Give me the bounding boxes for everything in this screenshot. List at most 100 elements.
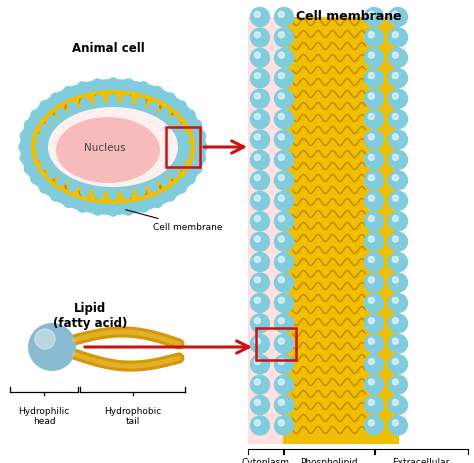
Circle shape — [389, 294, 408, 313]
Circle shape — [389, 375, 408, 394]
Circle shape — [250, 49, 270, 68]
Circle shape — [160, 177, 169, 186]
Circle shape — [250, 416, 270, 435]
Bar — [248, 18, 296, 444]
Circle shape — [123, 80, 134, 90]
Circle shape — [109, 95, 118, 104]
Circle shape — [78, 83, 88, 93]
Circle shape — [392, 114, 398, 120]
Circle shape — [389, 192, 408, 211]
Circle shape — [250, 314, 270, 333]
Circle shape — [254, 13, 260, 19]
Circle shape — [169, 170, 178, 179]
Circle shape — [365, 131, 383, 150]
Circle shape — [365, 416, 383, 435]
Circle shape — [392, 257, 398, 263]
Circle shape — [278, 379, 284, 385]
Text: Nucleus: Nucleus — [84, 143, 126, 153]
Circle shape — [108, 79, 118, 89]
Circle shape — [392, 420, 398, 426]
Circle shape — [365, 314, 383, 333]
Circle shape — [254, 216, 260, 222]
Ellipse shape — [43, 103, 183, 193]
Circle shape — [274, 131, 293, 150]
Circle shape — [169, 117, 178, 125]
Text: Lipid
(fatty acid): Lipid (fatty acid) — [53, 301, 127, 329]
Circle shape — [365, 253, 383, 272]
Circle shape — [250, 335, 270, 354]
Circle shape — [368, 338, 374, 344]
Circle shape — [392, 298, 398, 304]
Ellipse shape — [48, 108, 178, 188]
Circle shape — [278, 13, 284, 19]
Circle shape — [365, 90, 383, 109]
Circle shape — [392, 359, 398, 365]
Circle shape — [250, 151, 270, 170]
Circle shape — [92, 206, 102, 216]
Circle shape — [368, 318, 374, 324]
Circle shape — [68, 183, 77, 192]
Circle shape — [365, 355, 383, 374]
Circle shape — [254, 400, 260, 406]
Text: Hydrophilic
head: Hydrophilic head — [18, 406, 70, 425]
Circle shape — [365, 274, 383, 293]
Circle shape — [250, 253, 270, 272]
Circle shape — [365, 375, 383, 394]
Circle shape — [392, 135, 398, 141]
Text: Phospholipid
bilayer: Phospholipid bilayer — [300, 457, 358, 463]
Circle shape — [278, 114, 284, 120]
Circle shape — [392, 155, 398, 161]
Circle shape — [274, 192, 293, 211]
Circle shape — [160, 109, 169, 119]
Circle shape — [278, 298, 284, 304]
Circle shape — [274, 8, 293, 27]
Circle shape — [278, 277, 284, 283]
Circle shape — [138, 203, 148, 213]
Circle shape — [392, 379, 398, 385]
Circle shape — [254, 338, 260, 344]
Circle shape — [368, 400, 374, 406]
Circle shape — [392, 33, 398, 39]
Circle shape — [250, 192, 270, 211]
Circle shape — [278, 74, 284, 80]
Circle shape — [274, 294, 293, 313]
Circle shape — [35, 329, 55, 349]
Circle shape — [254, 318, 260, 324]
Circle shape — [149, 103, 158, 113]
Circle shape — [254, 114, 260, 120]
Circle shape — [78, 203, 88, 213]
Circle shape — [250, 29, 270, 48]
Circle shape — [365, 294, 383, 313]
Circle shape — [123, 190, 132, 199]
Circle shape — [274, 69, 293, 88]
Circle shape — [389, 335, 408, 354]
Circle shape — [94, 96, 103, 105]
Circle shape — [41, 162, 50, 170]
Circle shape — [40, 102, 50, 112]
Circle shape — [274, 416, 293, 435]
Circle shape — [123, 206, 134, 216]
Circle shape — [365, 69, 383, 88]
Circle shape — [123, 96, 132, 105]
Circle shape — [250, 8, 270, 27]
Circle shape — [368, 298, 374, 304]
Circle shape — [365, 49, 383, 68]
Circle shape — [37, 134, 46, 143]
Circle shape — [254, 135, 260, 141]
Circle shape — [389, 110, 408, 129]
Circle shape — [278, 359, 284, 365]
Circle shape — [365, 335, 383, 354]
Circle shape — [392, 13, 398, 19]
Circle shape — [182, 143, 191, 152]
Circle shape — [392, 94, 398, 100]
Circle shape — [196, 154, 206, 164]
Circle shape — [197, 143, 207, 153]
Circle shape — [365, 213, 383, 231]
Circle shape — [176, 102, 186, 112]
Circle shape — [278, 175, 284, 181]
Circle shape — [389, 151, 408, 170]
Circle shape — [250, 90, 270, 109]
Ellipse shape — [31, 91, 195, 205]
Circle shape — [180, 152, 189, 162]
Circle shape — [365, 171, 383, 190]
